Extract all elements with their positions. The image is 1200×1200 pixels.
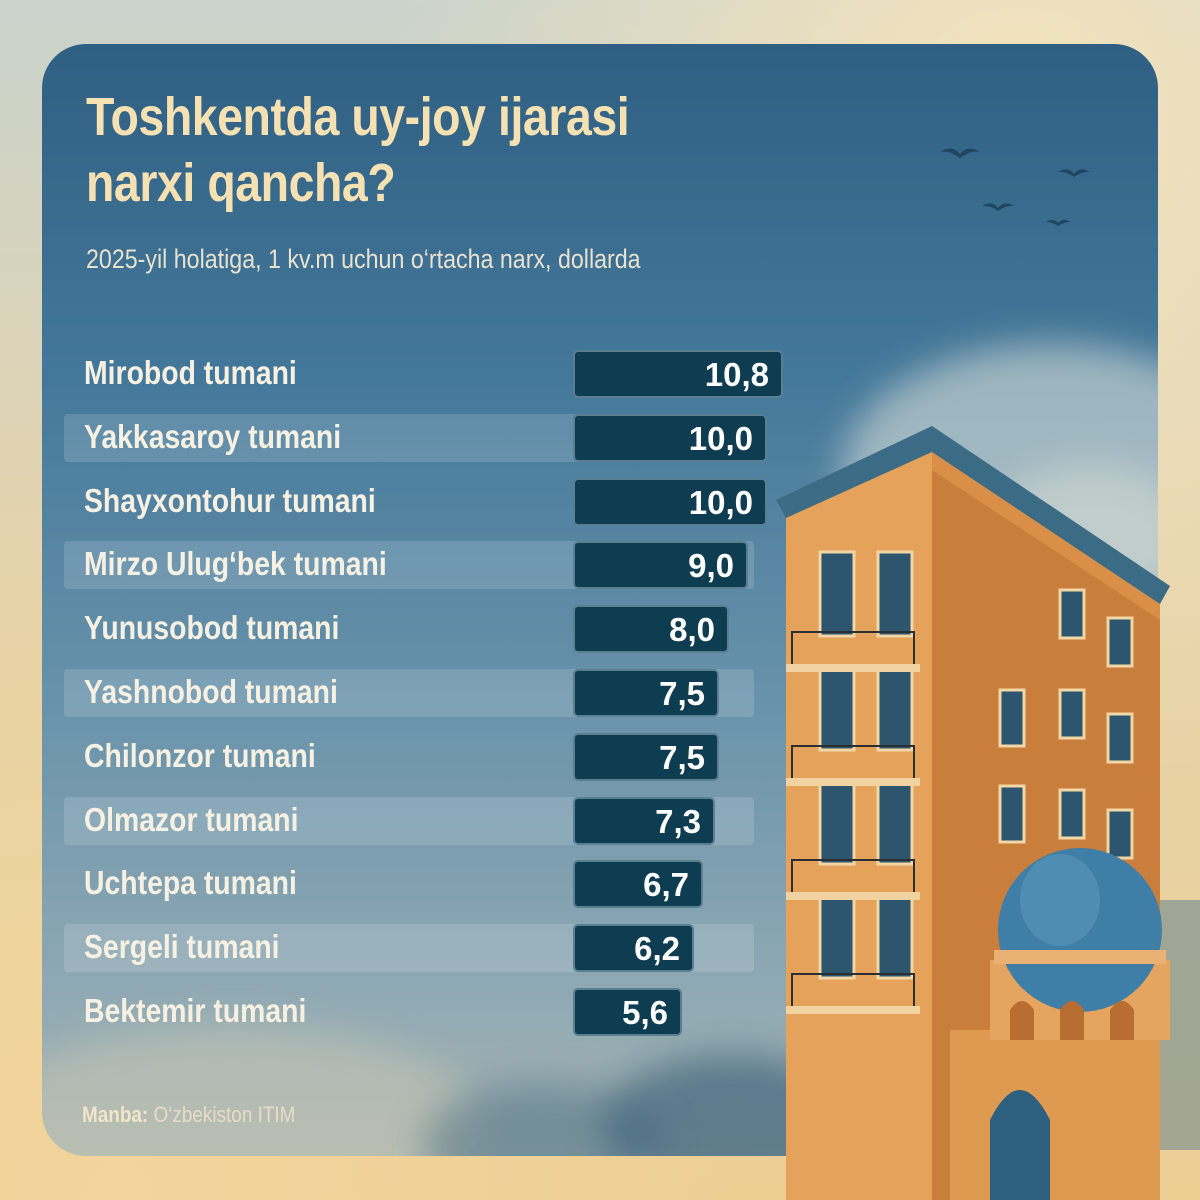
- title-line-2: narxi qancha?: [86, 153, 396, 213]
- bar: 10,0: [573, 413, 767, 462]
- bar: 7,5: [573, 732, 719, 781]
- source-note: Manba: O‘zbekiston ITIM: [82, 1102, 295, 1128]
- bar-row: Shayxontohur tumani 10,0: [64, 477, 784, 526]
- bar-row: Yashnobod tumani 7,5: [64, 669, 784, 717]
- value-label: 10,8: [704, 356, 769, 393]
- value-label: 7,3: [655, 802, 701, 840]
- value-label: 8,0: [669, 611, 715, 649]
- value-label: 7,5: [659, 675, 705, 712]
- category-label: Mirobod tumani: [84, 354, 297, 391]
- value-label: 10,0: [688, 483, 753, 521]
- value-label: 6,7: [643, 866, 689, 904]
- category-label: Yunusobod tumani: [84, 609, 340, 647]
- bar: 10,8: [573, 350, 783, 398]
- bar: 7,5: [573, 669, 719, 717]
- bar: 9,0: [573, 541, 748, 590]
- chart-subtitle: 2025-yil holatiga, 1 kv.m uchun o‘rtacha…: [86, 244, 641, 274]
- bar-row: Olmazor tumani 7,3: [64, 796, 784, 845]
- bar: 10,0: [573, 477, 767, 526]
- value-label: 7,5: [659, 738, 705, 776]
- bar: 6,7: [573, 860, 703, 909]
- category-label: Sergeli tumani: [84, 928, 280, 966]
- bar-row: Chilonzor tumani 7,5: [64, 732, 784, 781]
- bar: 8,0: [573, 605, 729, 654]
- category-label: Chilonzor tumani: [84, 736, 316, 774]
- bar: 5,6: [573, 988, 682, 1036]
- source-text: O‘zbekiston ITIM: [153, 1102, 296, 1127]
- bar-row: Uchtepa tumani 6,7: [64, 860, 784, 909]
- category-label: Bektemir tumani: [84, 992, 307, 1029]
- birds-icon: [940, 148, 1090, 226]
- category-label: Uchtepa tumani: [84, 864, 297, 902]
- bar-row: Sergeli tumani 6,2: [64, 924, 784, 973]
- value-label: 6,2: [634, 930, 680, 968]
- bar-row: Yunusobod tumani 8,0: [64, 605, 784, 654]
- bar: 6,2: [573, 924, 694, 973]
- category-label: Mirzo Ulug‘bek tumani: [84, 545, 387, 583]
- value-label: 9,0: [688, 547, 734, 585]
- bar-row: Mirobod tumani 10,8: [64, 350, 784, 398]
- value-label: 5,6: [622, 994, 668, 1031]
- bar: 7,3: [573, 796, 715, 845]
- bar-row: Bektemir tumani 5,6: [64, 988, 784, 1036]
- source-label: Manba:: [82, 1102, 149, 1127]
- category-label: Yakkasaroy tumani: [84, 417, 342, 455]
- chart-title: Toshkentda uy-joy ijarasi narxi qancha?: [86, 84, 791, 216]
- category-label: Yashnobod tumani: [84, 673, 338, 710]
- category-label: Shayxontohur tumani: [84, 481, 376, 519]
- category-label: Olmazor tumani: [84, 800, 299, 838]
- bar-row: Yakkasaroy tumani 10,0: [64, 413, 784, 462]
- title-line-1: Toshkentda uy-joy ijarasi: [86, 87, 630, 147]
- value-label: 10,0: [688, 419, 753, 457]
- bar-row: Mirzo Ulug‘bek tumani 9,0: [64, 541, 784, 590]
